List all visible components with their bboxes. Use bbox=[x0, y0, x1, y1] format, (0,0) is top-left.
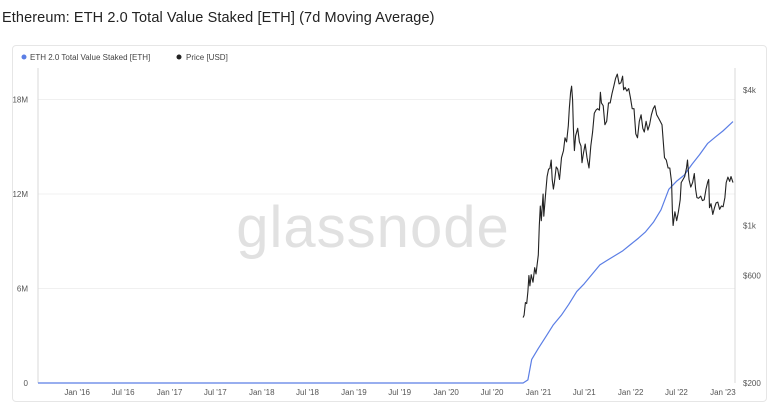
x-tick-label: Jul '16 bbox=[112, 388, 135, 397]
y-right-tick-label: $4k bbox=[743, 86, 757, 95]
x-tick-label: Jan '21 bbox=[526, 388, 552, 397]
series-line-price[interactable] bbox=[522, 73, 734, 318]
legend-label-price[interactable]: Price [USD] bbox=[186, 53, 228, 62]
x-tick-label: Jul '21 bbox=[573, 388, 596, 397]
x-tick-label: Jan '20 bbox=[433, 388, 459, 397]
x-tick-label: Jan '23 bbox=[710, 388, 736, 397]
legend: ETH 2.0 Total Value Staked [ETH] Price [… bbox=[21, 53, 228, 62]
x-tick-label: Jan '19 bbox=[341, 388, 367, 397]
x-tick-label: Jul '20 bbox=[481, 388, 504, 397]
y-left-axis: 0 6M 12M 18M bbox=[12, 96, 28, 389]
x-tick-label: Jul '19 bbox=[388, 388, 411, 397]
legend-swatch-price bbox=[176, 54, 182, 60]
y-right-axis: $200 $600 $1k $4k bbox=[743, 86, 761, 388]
x-axis: Jan '16 Jul '16 Jan '17 Jul '17 Jan '18 Jul '… bbox=[64, 388, 736, 397]
y-right-tick-label: $1k bbox=[743, 222, 757, 231]
chart-panel bbox=[12, 45, 767, 402]
x-tick-label: Jul '22 bbox=[665, 388, 688, 397]
y-right-tick-label: $600 bbox=[743, 271, 761, 280]
grid-lines bbox=[38, 99, 735, 289]
x-tick-label: Jan '16 bbox=[64, 388, 90, 397]
x-tick-label: Jul '18 bbox=[296, 388, 319, 397]
x-tick-label: Jan '17 bbox=[157, 388, 183, 397]
y-right-tick-label: $200 bbox=[743, 379, 761, 388]
y-left-tick-label: 6M bbox=[17, 285, 28, 294]
page-title: Ethereum: ETH 2.0 Total Value Staked [ET… bbox=[2, 10, 435, 26]
y-left-tick-label: 12M bbox=[12, 190, 28, 199]
y-left-tick-label: 18M bbox=[12, 96, 28, 105]
series-line-staked[interactable] bbox=[38, 121, 734, 384]
legend-label-staked[interactable]: ETH 2.0 Total Value Staked [ETH] bbox=[30, 53, 150, 62]
legend-swatch-staked bbox=[21, 54, 27, 60]
x-tick-label: Jan '22 bbox=[618, 388, 644, 397]
glassnode-watermark: glassnode bbox=[236, 195, 509, 260]
series-group bbox=[38, 73, 734, 384]
x-tick-label: Jan '18 bbox=[249, 388, 275, 397]
y-left-tick-label: 0 bbox=[24, 379, 29, 388]
x-tick-label: Jul '17 bbox=[204, 388, 227, 397]
